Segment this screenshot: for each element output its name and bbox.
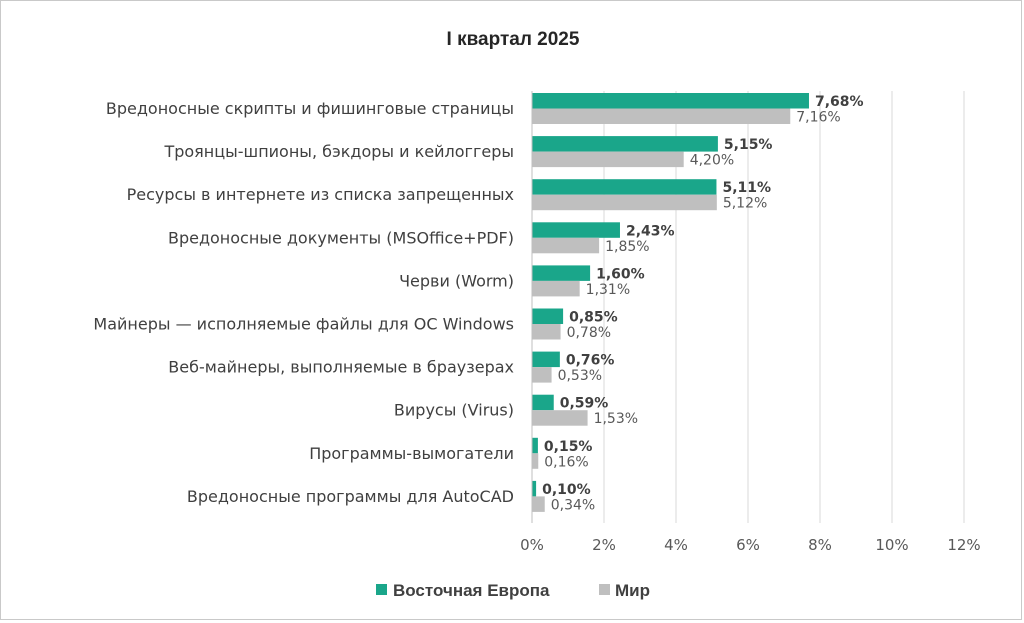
- bar-eastern-europe: [532, 351, 560, 368]
- data-label-eastern-europe: 0,15%: [544, 439, 593, 455]
- legend-label-eastern-europe: Восточная Европа: [393, 581, 550, 600]
- category-label: Майнеры — исполняемые файлы для ОС Windo…: [93, 315, 514, 334]
- data-label-world: 1,31%: [586, 282, 630, 298]
- bar-world: [532, 496, 545, 512]
- category-label: Программы-вымогатели: [309, 444, 514, 463]
- data-label-world: 4,20%: [690, 153, 734, 169]
- data-label-eastern-europe: 0,85%: [569, 310, 618, 326]
- x-tick-label: 8%: [808, 536, 832, 554]
- x-tick-label: 10%: [875, 536, 908, 554]
- data-label-world: 7,16%: [796, 110, 840, 126]
- bar-world: [532, 280, 580, 297]
- bar-world: [532, 151, 684, 168]
- bars: 7,68%7,16% 5,15%4,20% 5,11%5,12% 2,43%1,85%…: [532, 93, 864, 513]
- category-label: Вирусы (Virus): [394, 401, 514, 420]
- category-label: Троянцы-шпионы, бэкдоры и кейлоггеры: [163, 142, 514, 161]
- x-tick-label: 12%: [947, 536, 980, 554]
- x-tick-label: 6%: [736, 536, 760, 554]
- data-label-world: 0,34%: [551, 497, 595, 513]
- bar-eastern-europe: [532, 93, 809, 109]
- bar-world: [532, 453, 539, 469]
- legend-swatch-eastern-europe: [376, 584, 387, 595]
- data-label-world: 0,78%: [567, 325, 611, 341]
- bar-eastern-europe: [532, 265, 591, 281]
- legend-label-world: Мир: [615, 581, 650, 600]
- bar-eastern-europe: [532, 179, 717, 195]
- data-label-world: 0,16%: [544, 454, 588, 470]
- legend: Восточная Европа Мир: [376, 581, 650, 600]
- x-tick-label: 4%: [664, 536, 688, 554]
- chart-title: I квартал 2025: [447, 29, 580, 50]
- bar-world: [532, 410, 588, 426]
- bar-world: [532, 237, 600, 254]
- data-label-world: 1,53%: [594, 411, 638, 427]
- bar-eastern-europe: [532, 222, 620, 238]
- bar-eastern-europe: [532, 394, 554, 411]
- data-label-eastern-europe: 0,76%: [566, 353, 615, 369]
- category-label: Вредоносные скрипты и фишинговые страниц…: [106, 99, 514, 118]
- bar-eastern-europe: [532, 308, 564, 324]
- x-tick-label: 2%: [592, 536, 616, 554]
- data-label-eastern-europe: 5,11%: [722, 180, 771, 196]
- bar-world: [532, 108, 791, 124]
- bar-eastern-europe: [532, 437, 538, 454]
- category-labels: Вредоносные скрипты и фишинговые страниц…: [93, 99, 514, 506]
- bar-world: [532, 324, 561, 340]
- data-label-world: 1,85%: [605, 239, 649, 255]
- category-label: Вредоносные документы (MSOffice+PDF): [168, 228, 514, 247]
- data-label-world: 5,12%: [723, 196, 767, 212]
- data-label-eastern-europe: 5,15%: [724, 137, 773, 153]
- data-label-eastern-europe: 1,60%: [596, 266, 645, 282]
- bar-world: [532, 367, 552, 383]
- bar-world: [532, 194, 717, 211]
- category-label: Черви (Worm): [399, 271, 514, 290]
- data-label-eastern-europe: 0,59%: [560, 396, 609, 412]
- bar-eastern-europe: [532, 136, 718, 152]
- data-label-eastern-europe: 2,43%: [626, 223, 675, 239]
- category-label: Вредоносные программы для AutoCAD: [187, 487, 514, 506]
- x-axis-ticks: 0% 2% 4% 6% 8% 10% 12%: [520, 536, 981, 554]
- x-tick-label: 0%: [520, 536, 544, 554]
- legend-swatch-world: [599, 584, 610, 595]
- data-label-eastern-europe: 7,68%: [815, 94, 864, 110]
- bar-eastern-europe: [532, 480, 537, 497]
- category-label: Ресурсы в интернете из списка запрещенны…: [127, 185, 514, 204]
- data-label-eastern-europe: 0,10%: [542, 482, 591, 498]
- category-label: Веб-майнеры, выполняемые в браузерах: [168, 358, 514, 377]
- data-label-world: 0,53%: [558, 368, 602, 384]
